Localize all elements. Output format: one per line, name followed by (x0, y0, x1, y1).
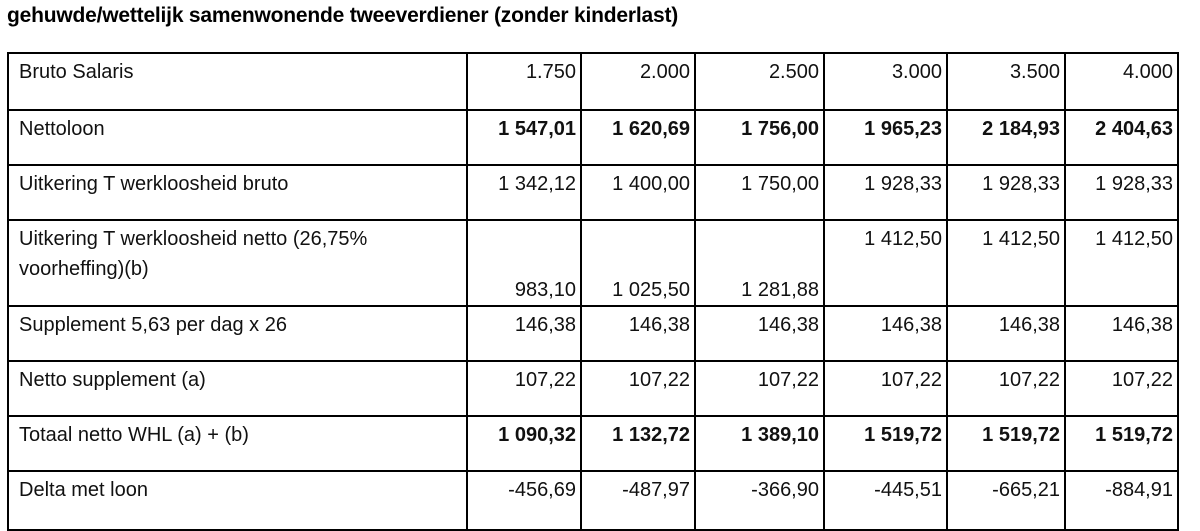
salary-comparison-table: Bruto Salaris 1.750 2.000 2.500 3.000 3.… (7, 52, 1179, 531)
table-cell: 1 090,32 (466, 415, 582, 472)
table-cell: 1 519,72 (946, 415, 1066, 472)
table-cell: 1 547,01 (466, 109, 582, 166)
row-label: Uitkering T werkloosheid netto (26,75% v… (7, 219, 468, 307)
table-cell: 107,22 (580, 360, 696, 417)
row-label: Bruto Salaris (7, 52, 468, 111)
row-label: Totaal netto WHL (a) + (b) (7, 415, 468, 472)
table-cell: 1 519,72 (823, 415, 948, 472)
table-row-delta: Delta met loon -456,69 -487,97 -366,90 -… (7, 470, 1179, 531)
table-cell: 1 756,00 (694, 109, 825, 166)
table-cell: 107,22 (466, 360, 582, 417)
table-row-uitkering-netto: Uitkering T werkloosheid netto (26,75% v… (7, 219, 1179, 307)
table-cell: 146,38 (580, 305, 696, 362)
table-cell: -665,21 (946, 470, 1066, 531)
table-row-bruto-salaris: Bruto Salaris 1.750 2.000 2.500 3.000 3.… (7, 52, 1179, 111)
table-cell: 3.500 (946, 52, 1066, 111)
table-cell: 2.000 (580, 52, 696, 111)
row-label: Netto supplement (a) (7, 360, 468, 417)
table-cell: -445,51 (823, 470, 948, 531)
table-cell: 1 928,33 (823, 164, 948, 221)
table-cell: 146,38 (1064, 305, 1179, 362)
table-cell: 1 928,33 (1064, 164, 1179, 221)
table-cell: 146,38 (466, 305, 582, 362)
table-cell: -366,90 (694, 470, 825, 531)
row-label: Supplement 5,63 per dag x 26 (7, 305, 468, 362)
table-cell: -487,97 (580, 470, 696, 531)
table-cell: 2 404,63 (1064, 109, 1179, 166)
table-cell: 1 400,00 (580, 164, 696, 221)
table-cell: 146,38 (946, 305, 1066, 362)
document-title: gehuwde/wettelijk samenwonende tweeverdi… (7, 4, 679, 27)
table-cell: 107,22 (1064, 360, 1179, 417)
table-cell: 1 412,50 (1064, 219, 1179, 307)
table-cell: 2 184,93 (946, 109, 1066, 166)
table-cell: 1 025,50 (580, 219, 696, 307)
table-cell: 1 281,88 (694, 219, 825, 307)
table-cell: 983,10 (466, 219, 582, 307)
table-cell: 107,22 (823, 360, 948, 417)
table-row-netto-supplement: Netto supplement (a) 107,22 107,22 107,2… (7, 360, 1179, 417)
table-cell: 1 342,12 (466, 164, 582, 221)
table-cell: 1 412,50 (823, 219, 948, 307)
table-cell: 4.000 (1064, 52, 1179, 111)
table-cell: 3.000 (823, 52, 948, 111)
table-cell: 1 965,23 (823, 109, 948, 166)
table-cell: 1 412,50 (946, 219, 1066, 307)
table-cell: 1 928,33 (946, 164, 1066, 221)
table-cell: 107,22 (946, 360, 1066, 417)
table-cell: 146,38 (694, 305, 825, 362)
table-cell: 1 620,69 (580, 109, 696, 166)
table-cell: 1 519,72 (1064, 415, 1179, 472)
table-cell: -456,69 (466, 470, 582, 531)
table-cell: 146,38 (823, 305, 948, 362)
table-cell: 107,22 (694, 360, 825, 417)
table-cell: 1 750,00 (694, 164, 825, 221)
table-row-uitkering-bruto: Uitkering T werkloosheid bruto 1 342,12 … (7, 164, 1179, 221)
row-label: Delta met loon (7, 470, 468, 531)
table-cell: 2.500 (694, 52, 825, 111)
table-row-supplement: Supplement 5,63 per dag x 26 146,38 146,… (7, 305, 1179, 362)
table-row-totaal-netto: Totaal netto WHL (a) + (b) 1 090,32 1 13… (7, 415, 1179, 472)
table-cell: 1.750 (466, 52, 582, 111)
table-row-nettoloon: Nettoloon 1 547,01 1 620,69 1 756,00 1 9… (7, 109, 1179, 166)
table-cell: 1 132,72 (580, 415, 696, 472)
table-cell: -884,91 (1064, 470, 1179, 531)
table-cell: 1 389,10 (694, 415, 825, 472)
row-label: Uitkering T werkloosheid bruto (7, 164, 468, 221)
row-label: Nettoloon (7, 109, 468, 166)
